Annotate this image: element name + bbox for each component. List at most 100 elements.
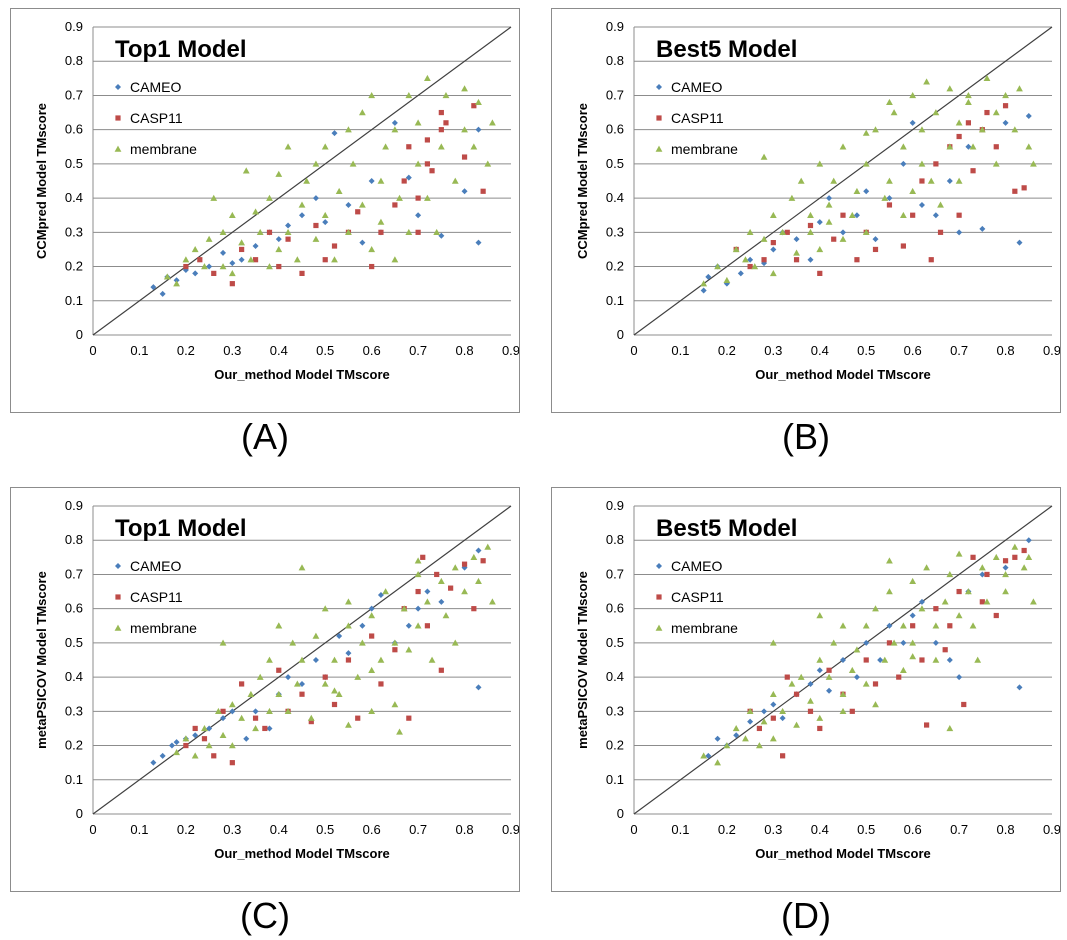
x-tick-label: 0.3 <box>223 822 241 837</box>
legend-marker <box>656 84 662 90</box>
data-point <box>872 681 879 687</box>
tick-labels: 00 0.1 0.1 0.2 0.2 0.3 0.3 0.4 0.4 0.5 0.5 0.6 0.6 0.… <box>606 498 1060 837</box>
data-point <box>965 98 972 106</box>
data-point <box>192 270 199 277</box>
data-point <box>1025 537 1032 544</box>
data-point <box>414 571 422 578</box>
legend: CAMEO CASP11 membrane <box>114 79 197 157</box>
data-point <box>448 585 454 591</box>
chart-frame: 0 0 0.1 0.1 0.2 0.2 0.3 0.3 0.4 0.4 0.5 0.5 0.6 0.6 0.… <box>551 487 1061 892</box>
y-tick-label: 0.1 <box>65 772 83 787</box>
x-tick-label: 0.6 <box>363 343 381 358</box>
data-point <box>941 598 949 605</box>
data-point <box>442 612 450 619</box>
data-point <box>322 257 328 263</box>
data-point <box>909 612 916 619</box>
data-point <box>359 239 366 246</box>
data-point <box>345 622 352 629</box>
data-point <box>807 222 814 229</box>
data-point <box>228 701 236 708</box>
data-point <box>183 263 189 270</box>
series-membrane <box>163 74 496 287</box>
data-point <box>239 246 245 253</box>
data-point <box>919 657 925 663</box>
data-point <box>825 673 833 680</box>
data-point <box>396 728 403 735</box>
data-point <box>391 701 399 708</box>
data-point <box>909 92 917 99</box>
y-tick-label: 0.9 <box>606 19 624 34</box>
tick-labels: 00 0.1 0.1 0.2 0.2 0.3 0.3 0.4 0.4 0.5 0.5 0.6 0.6 0.… <box>65 498 519 837</box>
y-tick-label: 0.2 <box>65 738 83 753</box>
data-point <box>369 633 375 639</box>
x-tick-label: 0.9 <box>1043 822 1060 837</box>
data-point <box>830 639 838 646</box>
data-point <box>992 553 1000 561</box>
data-point <box>489 598 496 605</box>
data-point <box>321 680 329 687</box>
data-point <box>369 263 375 270</box>
x-tick-label: 0.1 <box>130 343 148 358</box>
data-point <box>345 650 352 657</box>
data-point <box>475 126 482 133</box>
data-point <box>438 232 445 239</box>
data-point <box>471 606 477 612</box>
data-point <box>881 656 889 663</box>
series-cameo <box>700 112 1032 294</box>
data-point <box>1030 598 1037 605</box>
data-point <box>826 195 833 202</box>
data-point <box>424 623 430 629</box>
data-point <box>219 228 227 236</box>
data-point <box>229 708 236 715</box>
data-point <box>391 256 399 263</box>
data-point <box>266 194 273 201</box>
data-point <box>1002 92 1009 99</box>
data-point <box>377 218 385 225</box>
data-point <box>853 212 860 219</box>
data-point <box>732 246 740 253</box>
y-tick-label: 0.4 <box>65 190 83 205</box>
data-point <box>1016 85 1023 92</box>
data-point <box>228 742 236 749</box>
data-point <box>191 246 199 253</box>
legend: CAMEO CASP11 membrane <box>655 79 738 157</box>
data-point <box>378 229 384 235</box>
data-point <box>331 701 338 708</box>
x-tick-label: 0.7 <box>950 822 968 837</box>
data-point <box>182 256 190 263</box>
tick-labels: 00 0.1 0.1 0.2 0.2 0.3 0.3 0.4 0.4 0.5 0.5 0.6 0.6 0.… <box>65 19 519 358</box>
data-point <box>345 228 352 236</box>
data-point <box>470 553 478 561</box>
data-point <box>331 256 338 263</box>
x-tick-label: 0.5 <box>316 343 334 358</box>
series-membrane <box>700 543 1037 766</box>
series-cameo <box>150 547 482 766</box>
data-point <box>1030 160 1037 167</box>
y-tick-label: 0.8 <box>606 53 624 68</box>
legend-marker <box>655 624 663 631</box>
data-point <box>293 256 301 263</box>
data-point <box>159 752 166 759</box>
data-point <box>793 249 800 256</box>
data-point <box>732 725 740 732</box>
data-point <box>215 707 222 715</box>
x-tick-label: 0.6 <box>904 822 922 837</box>
data-point <box>983 598 991 605</box>
data-point <box>247 256 255 263</box>
data-point <box>849 708 855 714</box>
data-point <box>368 246 376 253</box>
data-point <box>760 718 768 725</box>
data-point <box>797 673 805 680</box>
data-point <box>461 561 468 567</box>
tick-labels: 00 0.1 0.1 0.2 0.2 0.3 0.3 0.4 0.4 0.5 0.5 0.6 0.6 0.… <box>606 19 1060 358</box>
data-point <box>368 666 376 673</box>
y-tick-label: 0.5 <box>606 156 624 171</box>
series-cameo <box>705 537 1032 759</box>
data-point <box>769 270 777 277</box>
data-point <box>946 143 954 150</box>
y-tick-label: 0.3 <box>606 224 624 239</box>
data-point <box>275 690 283 697</box>
data-point <box>979 571 986 578</box>
data-point <box>872 236 879 243</box>
data-point <box>405 92 413 99</box>
